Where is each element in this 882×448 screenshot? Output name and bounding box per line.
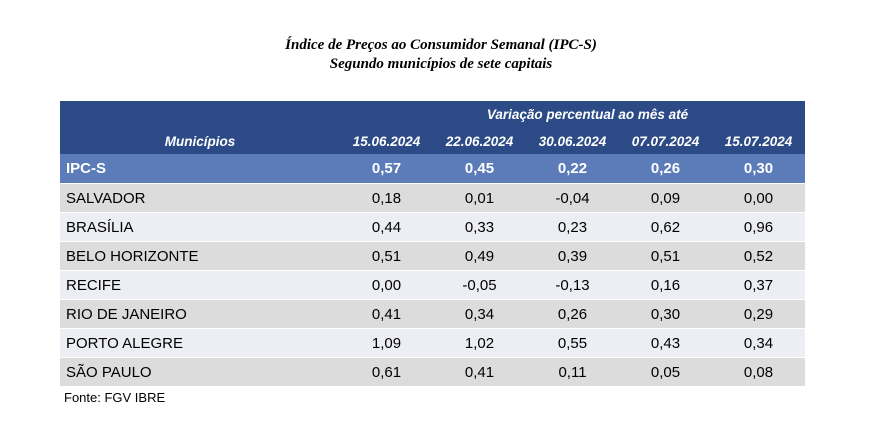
cell-value: 0,26 bbox=[526, 299, 619, 329]
ipc-table: Variação percentual ao mês até Município… bbox=[60, 101, 806, 387]
column-header-date: 30.06.2024 bbox=[526, 128, 619, 154]
cell-value: 0,05 bbox=[619, 357, 712, 387]
cell-value: 0,41 bbox=[433, 357, 526, 387]
cell-value: 0,57 bbox=[340, 154, 433, 184]
cell-value: 0,52 bbox=[712, 241, 806, 271]
table-row: BELO HORIZONTE 0,51 0,49 0,39 0,51 0,52 bbox=[60, 241, 806, 271]
row-name: BELO HORIZONTE bbox=[60, 241, 340, 271]
super-header: Variação percentual ao mês até bbox=[340, 101, 806, 128]
cell-value: 0,01 bbox=[433, 183, 526, 213]
cell-value: 0,00 bbox=[340, 270, 433, 300]
cell-value: 0,33 bbox=[433, 212, 526, 242]
table-row: BRASÍLIA 0,44 0,33 0,23 0,62 0,96 bbox=[60, 212, 806, 242]
cell-value: 0,08 bbox=[712, 357, 806, 387]
cell-value: -0,13 bbox=[526, 270, 619, 300]
cell-value: 0,23 bbox=[526, 212, 619, 242]
source-note: Fonte: FGV IBRE bbox=[64, 390, 166, 405]
cell-value: 0,62 bbox=[619, 212, 712, 242]
table-row: SÃO PAULO 0,61 0,41 0,11 0,05 0,08 bbox=[60, 357, 806, 387]
row-name: SÃO PAULO bbox=[60, 357, 340, 387]
cell-value: 0,37 bbox=[712, 270, 806, 300]
cell-value: 0,34 bbox=[712, 328, 806, 358]
column-header-date: 22.06.2024 bbox=[433, 128, 526, 154]
cell-value: 0,22 bbox=[526, 154, 619, 184]
column-header-date: 07.07.2024 bbox=[619, 128, 712, 154]
cell-value: 0,39 bbox=[526, 241, 619, 271]
cell-value: 0,34 bbox=[433, 299, 526, 329]
cell-value: 0,30 bbox=[712, 154, 806, 184]
cell-value: 0,55 bbox=[526, 328, 619, 358]
row-name: IPC-S bbox=[60, 154, 340, 184]
cell-value: 0,45 bbox=[433, 154, 526, 184]
cell-value: 0,00 bbox=[712, 183, 806, 213]
row-name: BRASÍLIA bbox=[60, 212, 340, 242]
row-name: PORTO ALEGRE bbox=[60, 328, 340, 358]
cell-value: 0,51 bbox=[340, 241, 433, 271]
cell-value: 0,16 bbox=[619, 270, 712, 300]
cell-value: -0,04 bbox=[526, 183, 619, 213]
cell-value: 0,43 bbox=[619, 328, 712, 358]
table-row: IPC-S 0,57 0,45 0,22 0,26 0,30 bbox=[60, 154, 806, 184]
cell-value: 0,49 bbox=[433, 241, 526, 271]
cell-value: 0,26 bbox=[619, 154, 712, 184]
cell-value: 0,44 bbox=[340, 212, 433, 242]
row-name: SALVADOR bbox=[60, 183, 340, 213]
cell-value: 1,02 bbox=[433, 328, 526, 358]
header-row-super: Variação percentual ao mês até bbox=[60, 101, 806, 128]
cell-value: 0,29 bbox=[712, 299, 806, 329]
cell-value: 0,51 bbox=[619, 241, 712, 271]
header-blank bbox=[60, 101, 340, 128]
column-header-date: 15.06.2024 bbox=[340, 128, 433, 154]
title-line-2: Segundo municípios de sete capitais bbox=[329, 56, 553, 72]
table-row: RECIFE 0,00 -0,05 -0,13 0,16 0,37 bbox=[60, 270, 806, 300]
cell-value: 0,30 bbox=[619, 299, 712, 329]
cell-value: 0,18 bbox=[340, 183, 433, 213]
column-header-municipios: Municípios bbox=[60, 128, 340, 154]
cell-value: 1,09 bbox=[340, 328, 433, 358]
row-name: RECIFE bbox=[60, 270, 340, 300]
table-row: SALVADOR 0,18 0,01 -0,04 0,09 0,00 bbox=[60, 183, 806, 213]
cell-value: 0,96 bbox=[712, 212, 806, 242]
header-row-columns: Municípios 15.06.2024 22.06.2024 30.06.2… bbox=[60, 128, 806, 154]
cell-value: 0,11 bbox=[526, 357, 619, 387]
column-header-date: 15.07.2024 bbox=[712, 128, 806, 154]
cell-value: 0,09 bbox=[619, 183, 712, 213]
table-row: RIO DE JANEIRO 0,41 0,34 0,26 0,30 0,29 bbox=[60, 299, 806, 329]
cell-value: -0,05 bbox=[433, 270, 526, 300]
table-row: PORTO ALEGRE 1,09 1,02 0,55 0,43 0,34 bbox=[60, 328, 806, 358]
title-line-1: Índice de Preços ao Consumidor Semanal (… bbox=[285, 37, 597, 53]
row-name: RIO DE JANEIRO bbox=[60, 299, 340, 329]
cell-value: 0,61 bbox=[340, 357, 433, 387]
document-title: Índice de Preços ao Consumidor Semanal (… bbox=[0, 36, 882, 74]
cell-value: 0,41 bbox=[340, 299, 433, 329]
data-table-container: Variação percentual ao mês até Município… bbox=[60, 101, 806, 387]
